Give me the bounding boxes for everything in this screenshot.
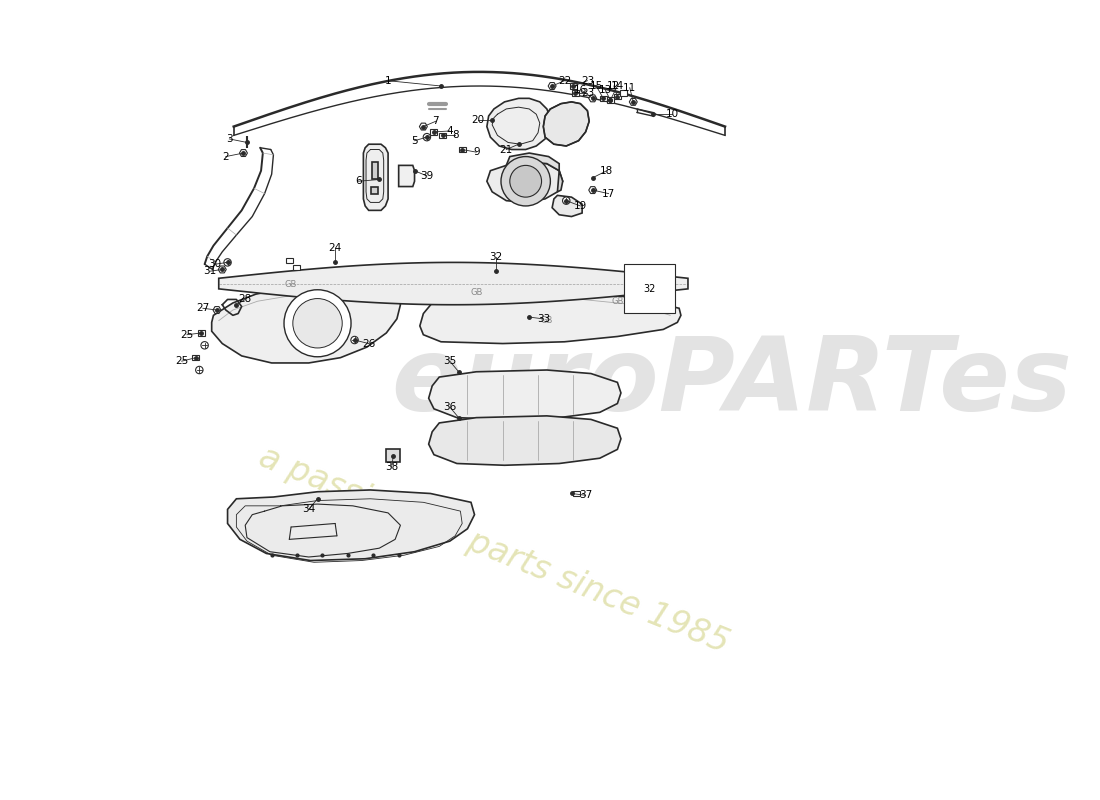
Text: 9: 9 [473,147,480,157]
Circle shape [509,166,541,197]
Text: 25: 25 [175,356,188,366]
FancyBboxPatch shape [192,355,199,360]
Text: 39: 39 [420,171,433,181]
Text: 17: 17 [602,189,615,198]
Text: 33: 33 [537,314,550,324]
Text: 24: 24 [329,243,342,254]
Text: 26: 26 [362,338,375,349]
Polygon shape [419,123,427,130]
Text: 38: 38 [385,462,398,472]
Polygon shape [420,289,681,343]
FancyBboxPatch shape [614,94,620,99]
Text: 34: 34 [302,504,316,514]
Text: 16: 16 [574,85,587,94]
Polygon shape [386,450,400,462]
FancyBboxPatch shape [573,491,581,496]
Polygon shape [219,262,688,305]
Text: 35: 35 [443,356,456,366]
Circle shape [224,258,231,266]
Circle shape [351,336,359,344]
Text: 36: 36 [443,402,456,412]
Polygon shape [552,195,582,217]
Polygon shape [429,416,620,466]
Text: a passion for parts since 1985: a passion for parts since 1985 [254,440,734,660]
Text: 25: 25 [180,330,194,340]
Polygon shape [398,166,415,186]
Circle shape [196,366,204,374]
Polygon shape [588,95,596,102]
Text: 4: 4 [447,126,453,136]
Text: 19: 19 [574,201,587,211]
Circle shape [284,290,351,357]
FancyBboxPatch shape [198,330,205,336]
Text: euroPARTes: euroPARTes [392,332,1072,433]
Text: 15: 15 [590,81,603,91]
FancyBboxPatch shape [286,258,293,263]
Text: 5: 5 [411,136,418,146]
Polygon shape [629,98,637,106]
Text: 18: 18 [601,166,614,176]
Text: GB: GB [285,280,297,289]
Text: 23: 23 [581,88,594,98]
Text: 27: 27 [196,303,209,314]
Text: 10: 10 [666,110,679,119]
Text: 37: 37 [579,490,592,500]
Text: GB: GB [612,297,624,306]
Polygon shape [588,186,596,194]
Text: 22: 22 [558,76,571,86]
Text: 29: 29 [642,277,656,287]
Text: GB: GB [470,288,483,297]
Circle shape [424,134,430,141]
Text: 8: 8 [452,130,459,140]
Polygon shape [548,82,557,90]
FancyBboxPatch shape [439,133,447,138]
FancyBboxPatch shape [620,90,627,96]
Polygon shape [372,162,377,179]
Polygon shape [211,282,400,363]
FancyBboxPatch shape [459,147,465,152]
Circle shape [293,298,342,348]
Text: 32: 32 [644,284,656,294]
Text: 20: 20 [472,114,485,125]
FancyBboxPatch shape [607,98,614,102]
Polygon shape [372,186,378,194]
Text: 23: 23 [581,76,594,86]
Text: 2: 2 [222,151,229,162]
Text: 11: 11 [623,82,637,93]
Polygon shape [543,102,590,146]
Text: 6: 6 [355,176,362,186]
Circle shape [562,197,570,204]
Text: 3: 3 [226,134,232,144]
FancyBboxPatch shape [570,83,576,89]
Text: 7: 7 [432,116,439,126]
Polygon shape [218,266,227,273]
FancyBboxPatch shape [430,130,438,134]
FancyBboxPatch shape [293,265,300,270]
Text: 21: 21 [499,145,513,154]
Polygon shape [228,490,474,561]
Text: 14: 14 [610,81,624,91]
Circle shape [500,157,550,206]
Text: 31: 31 [204,266,217,276]
Polygon shape [213,306,221,314]
Polygon shape [558,170,563,192]
Polygon shape [487,98,550,150]
Text: 32: 32 [490,252,503,262]
FancyBboxPatch shape [572,90,579,96]
Text: 1: 1 [385,76,392,86]
Text: 13: 13 [598,85,612,94]
Text: 12: 12 [607,81,620,91]
Polygon shape [240,150,248,157]
Polygon shape [506,153,559,170]
Polygon shape [429,370,620,419]
Text: 30: 30 [209,259,222,269]
Circle shape [201,342,208,349]
Polygon shape [363,144,388,210]
Polygon shape [487,162,563,202]
Text: GB: GB [541,316,553,325]
FancyBboxPatch shape [600,96,607,101]
Text: 28: 28 [239,294,252,305]
